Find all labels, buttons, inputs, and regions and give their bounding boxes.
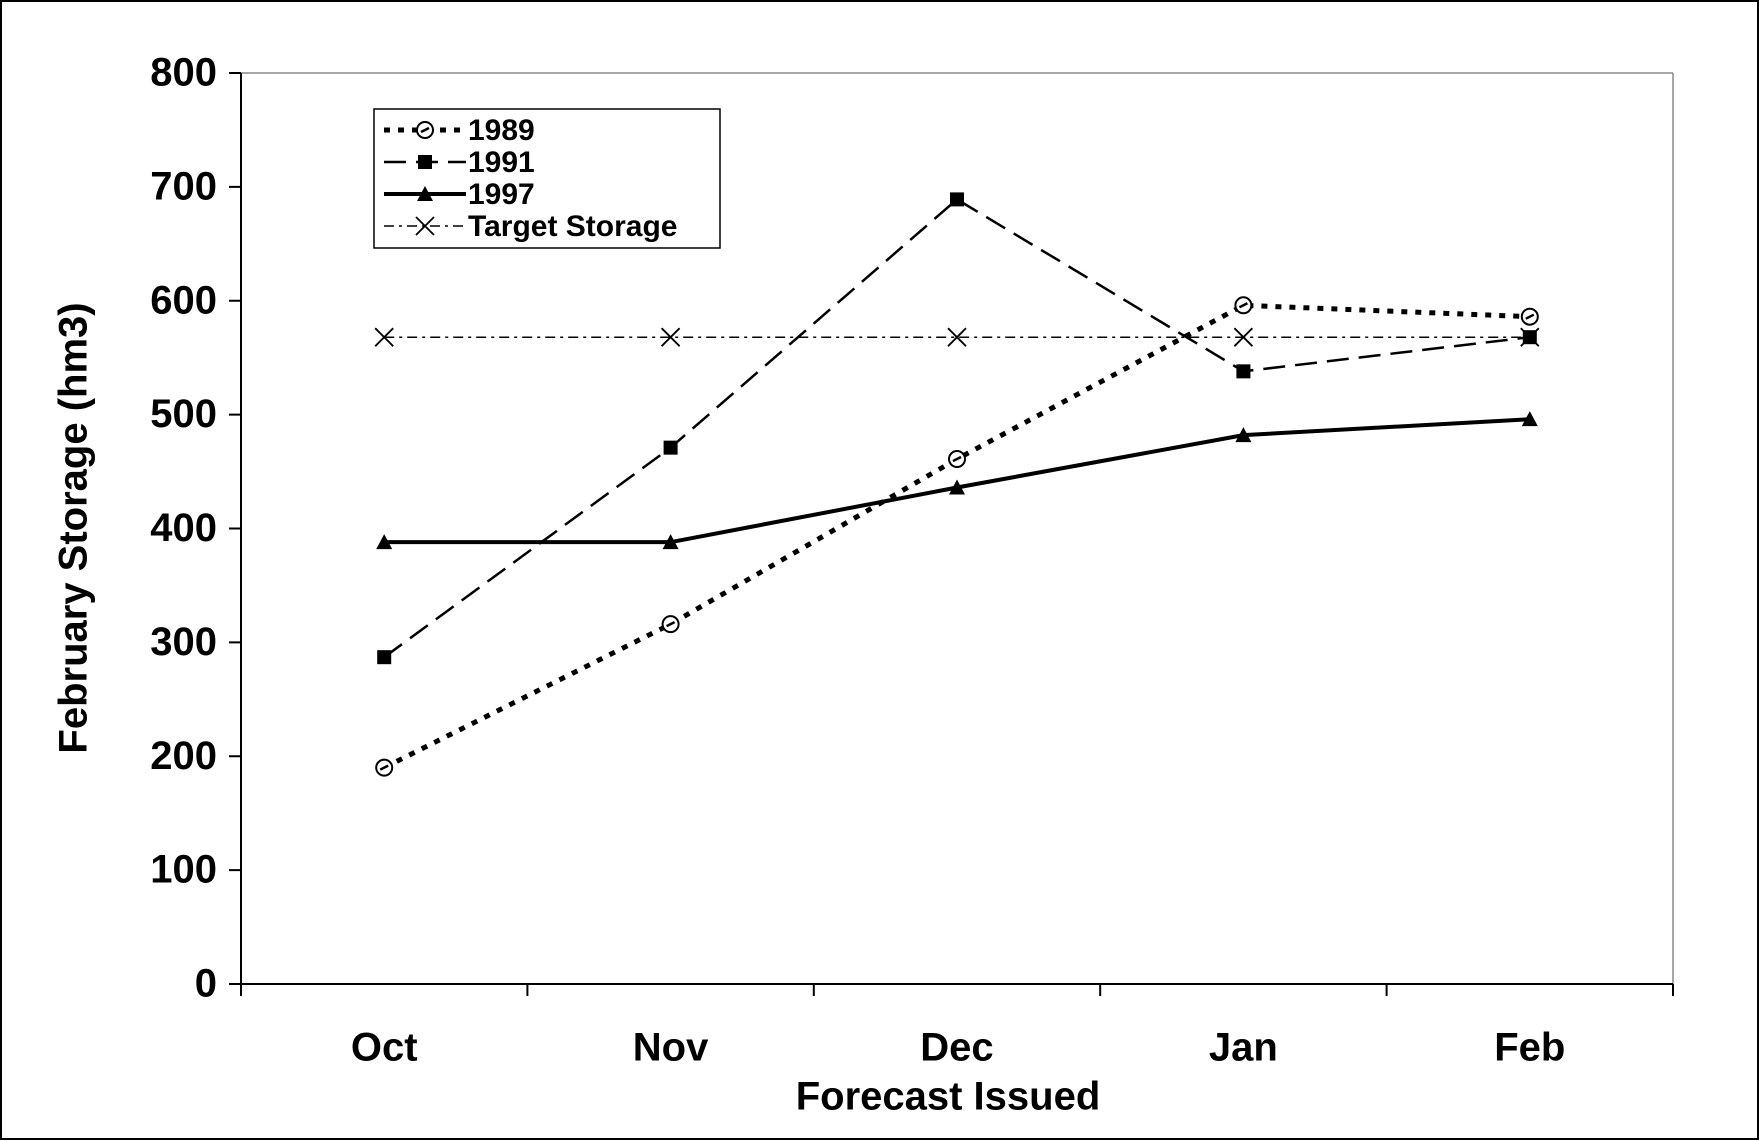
marker [375,758,394,777]
marker [418,155,432,169]
marker-dash [1238,302,1248,309]
series-line [383,197,1530,659]
x-axis-title: Forecast Issued [796,1075,1101,1119]
marker [1520,307,1539,326]
marker-dash [420,126,430,134]
y-tick-label: 0 [195,962,217,1006]
marker [416,121,434,139]
marker [1235,427,1252,443]
x-tick-label: Oct [351,1026,418,1070]
marker [660,327,681,347]
marker [947,327,967,347]
y-tick-label: 800 [150,51,217,95]
marker [1521,411,1538,427]
y-axis-title: February Storage (hm3) [52,302,96,753]
marker-dash [379,764,389,771]
marker-dash [666,621,676,628]
marker [662,534,679,550]
y-tick-label: 300 [150,620,217,664]
marker [1236,364,1251,379]
y-tick-label: 100 [150,848,217,892]
marker [661,615,680,634]
marker [948,450,966,469]
x-tick-label: Feb [1494,1026,1565,1070]
legend-label: Target Storage [468,210,678,243]
legend-label: 1991 [468,146,535,179]
marker [949,479,965,495]
legend-label: 1997 [468,178,535,211]
marker [417,186,433,201]
marker [376,534,393,550]
y-tick-label: 500 [150,392,217,436]
marker-dash [1525,313,1535,320]
marker-dash [952,455,962,463]
marker [374,327,394,347]
y-tick-label: 700 [150,164,217,208]
y-tick-label: 200 [150,734,217,778]
y-tick-label: 400 [150,506,217,550]
marker [663,440,678,455]
marker [1234,296,1253,315]
legend-label: 1989 [468,114,535,147]
x-tick-label: Nov [633,1026,709,1070]
marker [950,192,964,207]
y-tick-label: 600 [150,278,217,322]
marker [415,216,435,236]
marker [377,650,392,665]
marker [1233,327,1254,347]
series-line [383,302,1530,770]
x-tick-label: Jan [1209,1026,1278,1070]
x-tick-label: Dec [920,1026,993,1070]
marker [1520,327,1540,347]
